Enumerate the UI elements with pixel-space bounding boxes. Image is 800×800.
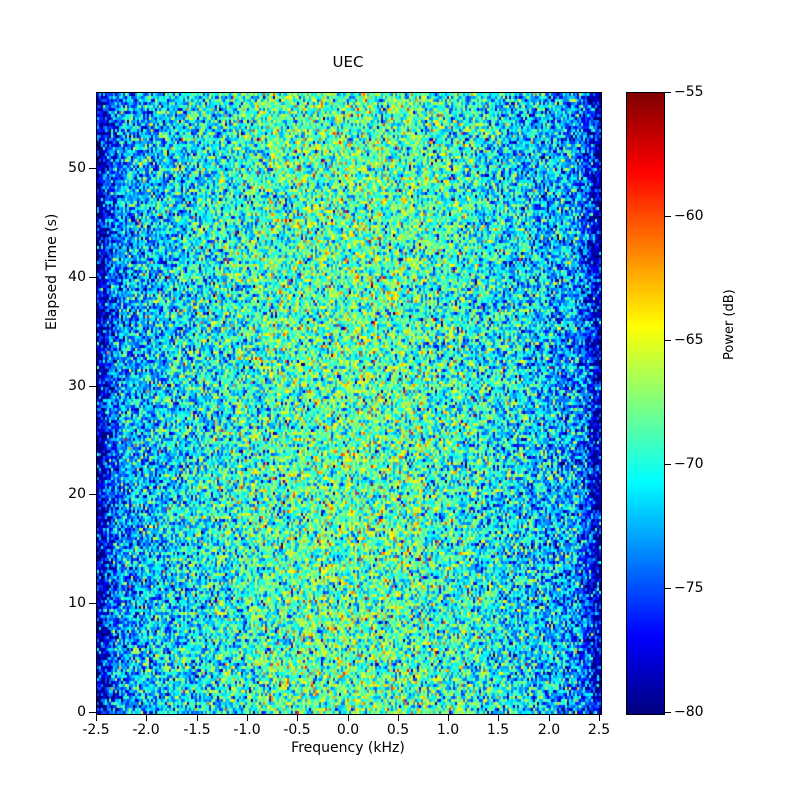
colorbar-tick-label: −80 <box>674 704 704 720</box>
x-tick-label: -1.0 <box>233 722 261 738</box>
title-station: UEC <box>332 53 364 71</box>
y-tick-label: 30 <box>68 378 86 394</box>
y-tick-mark <box>89 494 96 495</box>
y-axis-label: Elapsed Time (s) <box>44 213 60 330</box>
x-tick-mark <box>197 714 198 721</box>
x-tick-mark <box>549 714 550 721</box>
spectrogram-image <box>97 93 601 714</box>
x-tick-label: 0.5 <box>386 722 410 738</box>
colorbar-tick-mark <box>665 464 671 465</box>
colorbar[interactable] <box>626 92 665 715</box>
y-tick-mark <box>89 277 96 278</box>
x-tick-label: -0.5 <box>283 722 311 738</box>
x-tick-label: 1.0 <box>436 722 460 738</box>
colorbar-tick-mark <box>665 588 671 589</box>
x-tick-label: 1.5 <box>486 722 510 738</box>
y-tick-label: 40 <box>68 269 86 285</box>
x-tick-mark <box>398 714 399 721</box>
y-tick-mark <box>89 603 96 604</box>
y-tick-label: 50 <box>68 160 86 176</box>
colorbar-label: Power (dB) <box>722 289 737 360</box>
colorbar-tick-label: −55 <box>674 84 704 100</box>
spectrogram-axes[interactable] <box>96 92 602 715</box>
colorbar-tick-mark <box>665 216 671 217</box>
y-tick-label: 0 <box>77 704 86 720</box>
x-axis-label: Frequency (kHz) <box>291 740 405 756</box>
colorbar-tick-mark <box>665 340 671 341</box>
x-tick-label: 0.0 <box>336 722 360 738</box>
x-tick-mark <box>599 714 600 721</box>
x-tick-label: 2.5 <box>587 722 611 738</box>
colorbar-tick-mark <box>665 92 671 93</box>
colorbar-tick-label: −65 <box>674 332 704 348</box>
x-tick-mark <box>448 714 449 721</box>
colorbar-gradient <box>627 93 664 714</box>
colorbar-tick-label: −70 <box>674 456 704 472</box>
y-tick-mark <box>89 712 96 713</box>
x-tick-label: -2.0 <box>132 722 160 738</box>
x-tick-mark <box>297 714 298 721</box>
x-tick-mark <box>96 714 97 721</box>
colorbar-tick-label: −75 <box>674 580 704 596</box>
x-tick-mark <box>247 714 248 721</box>
x-tick-label: -2.5 <box>82 722 110 738</box>
y-tick-label: 10 <box>68 595 86 611</box>
y-tick-mark <box>89 168 96 169</box>
colorbar-tick-label: −60 <box>674 208 704 224</box>
x-tick-mark <box>348 714 349 721</box>
y-tick-label: 20 <box>68 486 86 502</box>
colorbar-tick-mark <box>665 712 671 713</box>
x-tick-label: 2.0 <box>537 722 561 738</box>
x-tick-mark <box>498 714 499 721</box>
y-tick-mark <box>89 386 96 387</box>
x-tick-mark <box>146 714 147 721</box>
x-tick-label: -1.5 <box>183 722 211 738</box>
